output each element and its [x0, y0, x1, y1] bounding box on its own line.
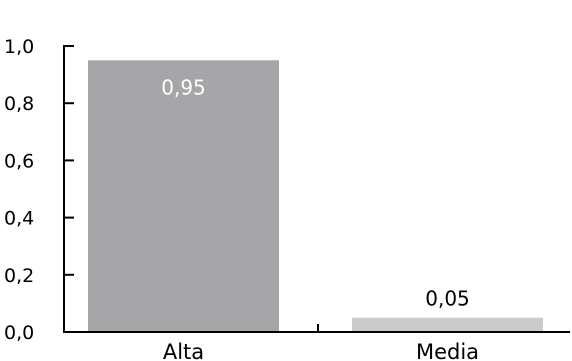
x-tick-label-media: Media — [416, 340, 479, 361]
y-tick-label: 0,4 — [4, 208, 34, 230]
y-tick-label: 0,8 — [4, 93, 34, 115]
x-tick-label-alta: Alta — [163, 340, 204, 361]
y-tick-label: 0,6 — [4, 150, 34, 172]
y-tick-label: 1,0 — [4, 36, 34, 58]
bars-group — [88, 60, 543, 333]
data-label-alta: 0,95 — [161, 75, 206, 99]
axes-group — [63, 45, 570, 333]
data-label-media: 0,05 — [425, 287, 470, 311]
labels-group: 0,95 Alta 0,05 Media 0,0 0,2 0,4 0,6 0,8 1,0 — [4, 36, 479, 361]
bar-media — [352, 317, 543, 332]
y-tick-label: 0,2 — [4, 265, 34, 287]
bar-alta — [88, 60, 279, 333]
y-tick-label: 0,0 — [4, 322, 34, 344]
